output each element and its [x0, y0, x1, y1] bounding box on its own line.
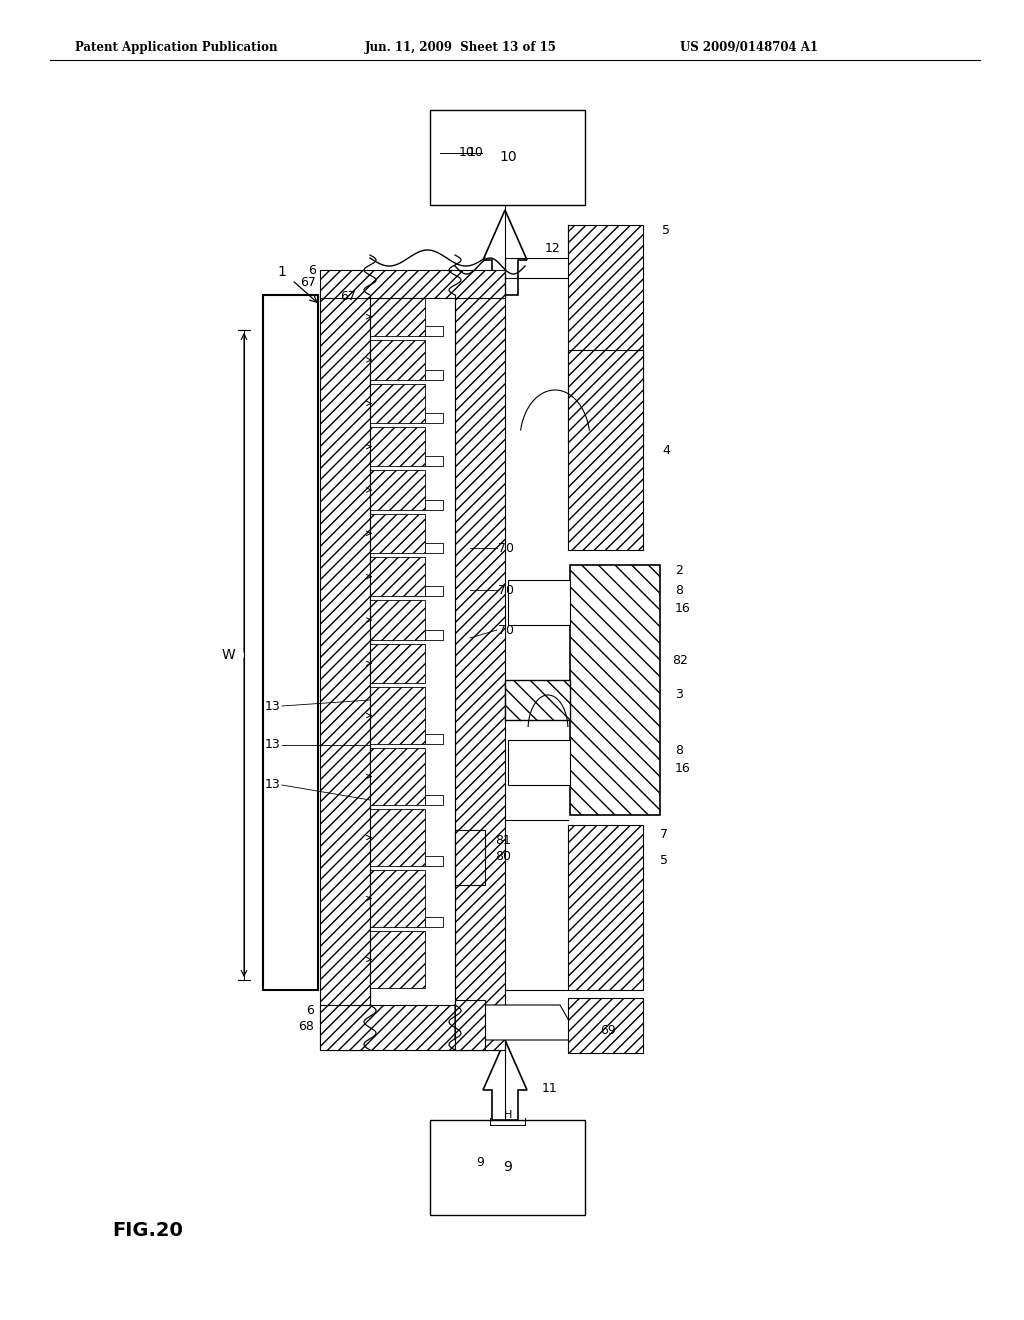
Polygon shape [425, 795, 443, 805]
Text: 82: 82 [672, 653, 688, 667]
Polygon shape [425, 917, 443, 927]
Bar [430, 1119, 585, 1214]
Polygon shape [425, 326, 443, 337]
Bar [319, 271, 505, 298]
Text: 8: 8 [675, 743, 683, 756]
Bar [455, 830, 485, 884]
Bar [370, 297, 425, 337]
Text: 16: 16 [675, 762, 691, 775]
Polygon shape [425, 500, 443, 510]
Text: 6: 6 [306, 1003, 314, 1016]
Text: 80: 80 [495, 850, 511, 862]
Text: 70: 70 [498, 541, 514, 554]
Polygon shape [425, 543, 443, 553]
Bar [370, 748, 425, 805]
Text: 68: 68 [298, 1019, 314, 1032]
Text: 11: 11 [542, 1081, 558, 1094]
Bar [370, 809, 425, 866]
Text: 9: 9 [504, 1160, 512, 1173]
Polygon shape [425, 630, 443, 640]
Text: 81: 81 [495, 833, 511, 846]
Text: 12: 12 [545, 242, 561, 255]
Polygon shape [425, 370, 443, 380]
Bar [319, 1005, 505, 1049]
Bar [370, 341, 425, 380]
Bar [505, 680, 570, 719]
Text: 10: 10 [499, 150, 517, 164]
Text: 3: 3 [675, 689, 683, 701]
Text: 10: 10 [459, 145, 475, 158]
Bar [570, 565, 660, 814]
Bar [370, 384, 425, 422]
Text: 13: 13 [264, 779, 280, 792]
Bar [370, 513, 425, 553]
Bar [455, 1001, 485, 1049]
Text: 2: 2 [675, 564, 683, 577]
Bar [370, 644, 425, 682]
Polygon shape [425, 413, 443, 422]
Text: 1: 1 [278, 265, 287, 279]
Bar [370, 601, 425, 640]
Polygon shape [425, 586, 443, 597]
Bar [568, 224, 643, 445]
Text: 9: 9 [476, 1155, 484, 1168]
Bar [370, 470, 425, 510]
Text: 13: 13 [264, 700, 280, 713]
Polygon shape [425, 457, 443, 466]
Polygon shape [483, 210, 527, 294]
Text: FIG.20: FIG.20 [113, 1221, 183, 1239]
Bar [319, 294, 370, 1049]
Bar [568, 350, 643, 550]
Text: 70: 70 [498, 623, 514, 636]
Text: 67: 67 [300, 276, 316, 289]
Bar [370, 426, 425, 466]
Polygon shape [425, 734, 443, 744]
Polygon shape [425, 855, 443, 866]
Text: 10: 10 [468, 147, 484, 160]
Bar [455, 294, 505, 1049]
Text: 69: 69 [600, 1023, 615, 1036]
Bar [263, 294, 318, 990]
Text: 5: 5 [660, 854, 668, 866]
Polygon shape [455, 1005, 580, 1040]
Bar [508, 741, 570, 785]
Text: 70: 70 [498, 583, 514, 597]
Polygon shape [483, 1040, 527, 1119]
Bar [370, 870, 425, 927]
Bar [370, 557, 425, 597]
Text: 16: 16 [675, 602, 691, 615]
Text: W: W [221, 648, 234, 663]
Bar [370, 931, 425, 987]
Text: Jun. 11, 2009  Sheet 13 of 15: Jun. 11, 2009 Sheet 13 of 15 [365, 41, 557, 54]
Text: 6: 6 [308, 264, 316, 276]
Text: 67: 67 [340, 290, 356, 304]
Bar [508, 579, 570, 624]
Bar [430, 110, 585, 205]
Text: 5: 5 [662, 223, 670, 236]
Text: Patent Application Publication: Patent Application Publication [75, 41, 278, 54]
Text: H: H [504, 1110, 512, 1119]
Text: 7: 7 [660, 829, 668, 842]
Text: 8: 8 [675, 583, 683, 597]
Text: 13: 13 [264, 738, 280, 751]
Bar [568, 998, 643, 1053]
Text: US 2009/0148704 A1: US 2009/0148704 A1 [680, 41, 818, 54]
Bar [568, 825, 643, 990]
Bar [370, 686, 425, 744]
Text: 4: 4 [662, 444, 670, 457]
